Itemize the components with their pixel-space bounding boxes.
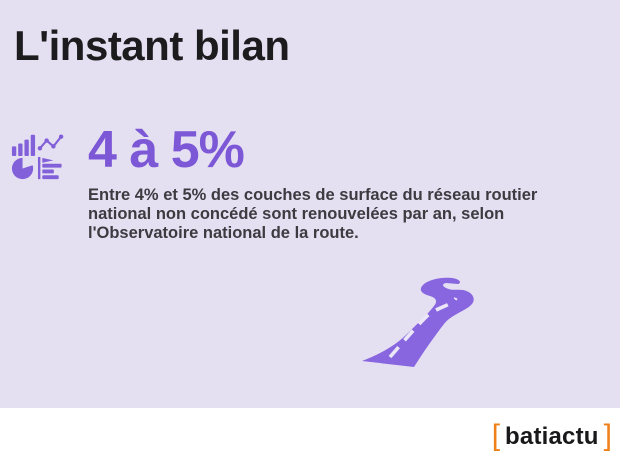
main-area: L'instant bilan xyxy=(11,22,588,367)
pie-chart-glyph xyxy=(11,157,34,180)
bar-chart-glyph xyxy=(11,134,36,156)
logo-text: batiactu xyxy=(505,422,599,450)
footer: [ batiactu ] xyxy=(0,408,620,465)
stat-description: Entre 4% et 5% des couches de surface du… xyxy=(88,186,588,243)
road-surface xyxy=(362,277,474,367)
charts-statistics-icon xyxy=(11,134,64,180)
stat-description-line: Entre 4% et 5% des couches de surface du… xyxy=(88,186,538,204)
logo-bracket-right: ] xyxy=(603,418,612,452)
winding-road-icon xyxy=(362,277,474,367)
road-center-line xyxy=(388,296,458,359)
line-chart-glyph xyxy=(37,134,64,151)
stat-value: 4 à 5% xyxy=(88,121,245,179)
stat-description-line: l'Observatoire national de la route. xyxy=(88,224,359,242)
stat-description-line: national non concédé sont renouvelées pa… xyxy=(88,205,505,223)
batiactu-logo: [ batiactu ] xyxy=(491,418,612,452)
logo-bracket-left: [ xyxy=(491,418,501,452)
page-title: L'instant bilan xyxy=(14,22,290,69)
horizontal-bar-chart-glyph xyxy=(37,156,62,180)
